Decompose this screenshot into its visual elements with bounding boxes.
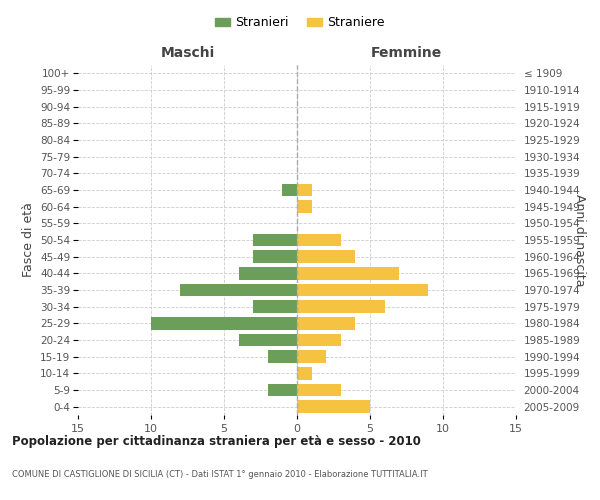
- Bar: [180, 284, 297, 296]
- Bar: [239, 334, 297, 346]
- Bar: [297, 250, 355, 263]
- Bar: [297, 234, 341, 246]
- Text: Popolazione per cittadinanza straniera per età e sesso - 2010: Popolazione per cittadinanza straniera p…: [12, 435, 421, 448]
- Bar: [151, 317, 297, 330]
- Bar: [297, 317, 355, 330]
- Text: Maschi: Maschi: [160, 46, 215, 60]
- Bar: [297, 334, 341, 346]
- Bar: [253, 250, 297, 263]
- Y-axis label: Fasce di età: Fasce di età: [22, 202, 35, 278]
- Bar: [253, 234, 297, 246]
- Text: COMUNE DI CASTIGLIONE DI SICILIA (CT) - Dati ISTAT 1° gennaio 2010 - Elaborazion: COMUNE DI CASTIGLIONE DI SICILIA (CT) - …: [12, 470, 428, 479]
- Legend: Stranieri, Straniere: Stranieri, Straniere: [210, 11, 390, 34]
- Y-axis label: Anni di nascita: Anni di nascita: [573, 194, 586, 286]
- Bar: [297, 200, 311, 213]
- Text: Femmine: Femmine: [371, 46, 442, 60]
- Bar: [297, 400, 370, 413]
- Bar: [297, 284, 428, 296]
- Bar: [297, 184, 311, 196]
- Bar: [297, 384, 341, 396]
- Bar: [253, 300, 297, 313]
- Bar: [268, 350, 297, 363]
- Bar: [297, 367, 311, 380]
- Bar: [297, 267, 399, 280]
- Bar: [268, 384, 297, 396]
- Bar: [239, 267, 297, 280]
- Bar: [297, 300, 385, 313]
- Bar: [297, 350, 326, 363]
- Bar: [283, 184, 297, 196]
